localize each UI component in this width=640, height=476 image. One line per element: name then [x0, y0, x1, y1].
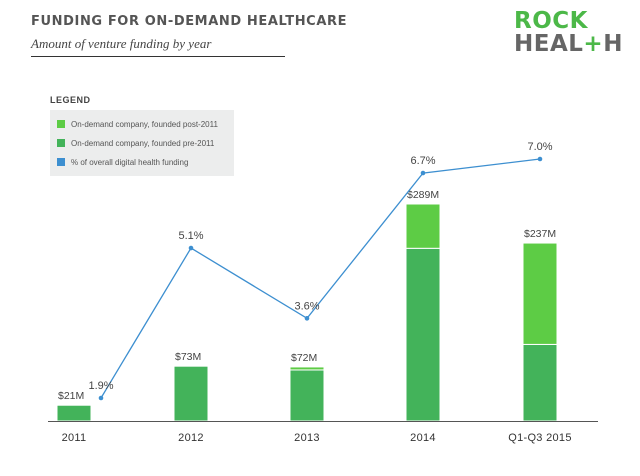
chart-subtitle: Amount of venture funding by year — [31, 36, 212, 51]
bar-segment-pre-2011 — [56, 404, 92, 422]
bar-value-label: $21M — [58, 390, 84, 402]
title-divider — [31, 56, 285, 57]
bar-segment-pre-2011 — [173, 365, 209, 422]
legend-label: On-demand company, founded pre-2011 — [71, 138, 215, 148]
pct-label: 1.9% — [88, 380, 113, 392]
bar-segment-pre-2011 — [522, 343, 558, 422]
x-tick-label: 2013 — [294, 432, 320, 444]
logo-line-2: HEAL+H — [514, 31, 623, 57]
bar-segment-post-2011 — [405, 203, 441, 249]
pct-point — [420, 170, 426, 176]
x-tick-label: 2011 — [62, 432, 87, 444]
bar-value-label: $289M — [407, 189, 439, 201]
rock-health-logo: ROCK HEAL+H — [514, 10, 623, 56]
pct-point — [98, 395, 104, 401]
legend-label: % of overall digital health funding — [71, 157, 189, 167]
bar-segment-pre-2011 — [289, 369, 325, 422]
legend: On-demand company, founded post-2011 On-… — [50, 110, 234, 176]
bar-value-label: $73M — [175, 351, 201, 363]
bar-value-label: $237M — [524, 228, 556, 240]
legend-item-pre-2011: On-demand company, founded pre-2011 — [57, 137, 214, 149]
legend-label: On-demand company, founded post-2011 — [71, 119, 218, 129]
legend-swatch-post-2011 — [57, 120, 65, 128]
pct-point — [304, 316, 310, 321]
chart-title: FUNDING FOR ON-DEMAND HEALTHCARE — [31, 14, 348, 29]
x-tick-label: 2012 — [178, 432, 204, 444]
legend-title: LEGEND — [50, 95, 91, 105]
legend-swatch-pre-2011 — [57, 139, 65, 147]
pct-line — [100, 158, 541, 399]
bar-segment-pre-2011 — [405, 247, 441, 422]
pct-label: 6.7% — [410, 155, 435, 167]
pct-label: 5.1% — [178, 230, 203, 242]
x-tick-label: Q1-Q3 2015 — [508, 432, 572, 444]
legend-swatch-pct — [57, 158, 65, 166]
legend-item-pct: % of overall digital health funding — [57, 156, 188, 168]
legend-item-post-2011: On-demand company, founded post-2011 — [57, 118, 218, 130]
bar-segment-post-2011 — [522, 242, 558, 345]
bar-value-label: $72M — [291, 352, 317, 364]
pct-label: 3.6% — [294, 300, 319, 312]
pct-point — [188, 245, 194, 251]
x-tick-label: 2014 — [410, 432, 436, 444]
logo-line-1: ROCK — [514, 8, 588, 34]
pct-label: 7.0% — [527, 141, 552, 153]
logo-plus-icon: + — [583, 31, 604, 57]
bar-segment-post-2011 — [289, 366, 325, 371]
pct-point — [537, 156, 543, 162]
